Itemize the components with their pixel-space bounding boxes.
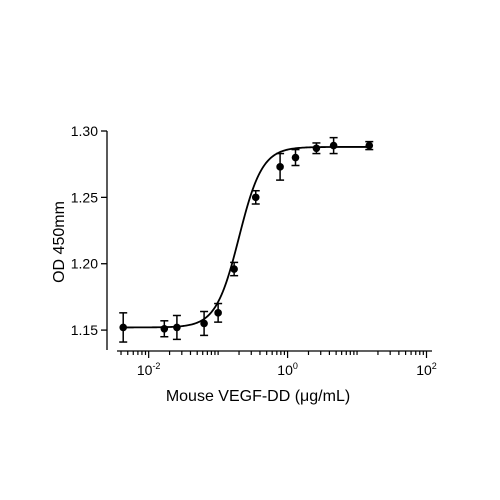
data-points-layer <box>119 136 374 343</box>
y-axis-title: OD 450mm <box>51 201 68 283</box>
y-tick-label: 1.15 <box>71 322 98 338</box>
data-point <box>173 323 181 332</box>
data-point <box>276 163 284 171</box>
data-point <box>365 141 374 150</box>
data-point <box>119 323 128 332</box>
x-tick-label: 102 <box>416 361 437 378</box>
data-point <box>214 309 222 317</box>
x-tick-label: 100 <box>277 361 298 378</box>
data-point <box>200 319 208 328</box>
data-point <box>251 193 260 202</box>
y-tick-label: 1.20 <box>71 256 98 272</box>
fit-curve <box>123 146 370 329</box>
data-point <box>230 265 238 273</box>
y-tick-label: 1.25 <box>71 189 98 205</box>
data-point <box>291 153 300 162</box>
y-tick-label: 1.30 <box>71 123 98 139</box>
data-point <box>329 141 338 150</box>
axes: 1.15 1.20 1.25 1.30 10-2 100 102 <box>71 123 437 378</box>
x-axis-title: Mouse VEGF-DD (μg/mL) <box>166 388 350 405</box>
data-point <box>160 324 169 333</box>
data-point <box>312 144 321 153</box>
x-tick-label: 10-2 <box>137 361 161 378</box>
fit-curve-layer <box>123 146 370 329</box>
